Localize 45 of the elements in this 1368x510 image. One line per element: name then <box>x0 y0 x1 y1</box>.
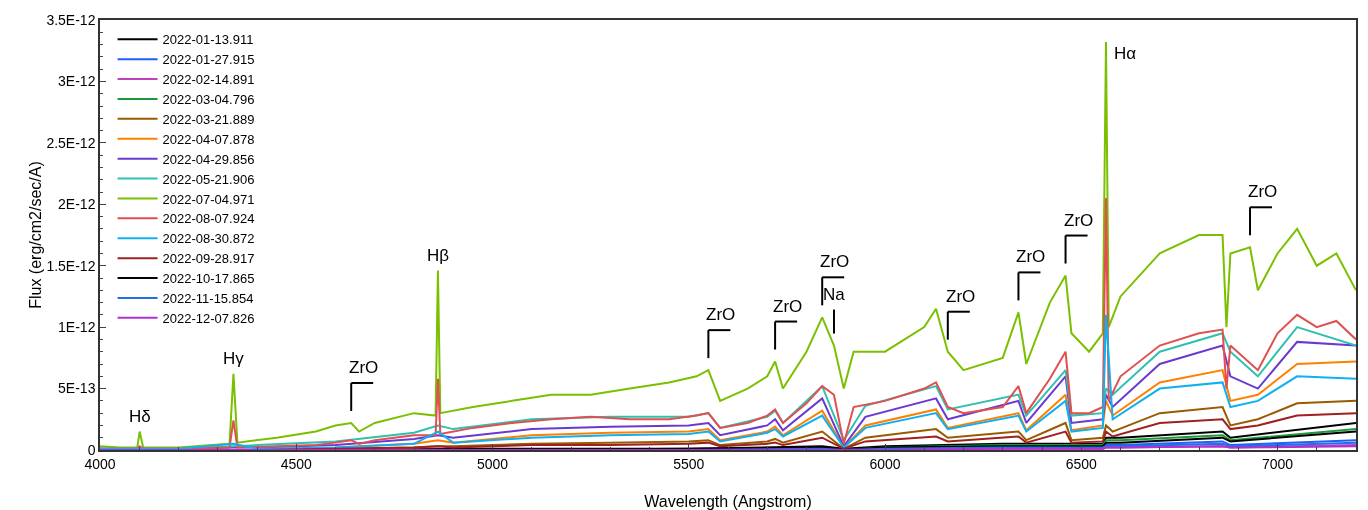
legend-label: 2022-03-21.889 <box>162 111 255 127</box>
x-tick-label: 4500 <box>280 455 313 472</box>
legend-label: 2022-01-13.911 <box>162 32 254 48</box>
legend-label: 2022-03-04.796 <box>162 92 255 108</box>
annotation: ZrO <box>706 305 736 324</box>
y-tick-label: 2E-12 <box>58 196 96 213</box>
legend-label: 2022-11-15.854 <box>162 291 254 307</box>
legend-label: 2022-01-27.915 <box>162 52 255 68</box>
annotation: ZrO <box>773 297 803 316</box>
y-axis-title: Flux (erg/cm2/sec/A) <box>27 161 45 309</box>
annotation: Hδ <box>129 407 151 426</box>
legend-label: 2022-05-21.906 <box>162 171 255 187</box>
y-tick-label: 5E-13 <box>58 380 96 397</box>
annotation: Hγ <box>223 349 245 368</box>
x-tick-label: 5000 <box>476 455 509 472</box>
legend-label: 2022-02-14.891 <box>162 72 255 88</box>
y-tick-label: 3.5E-12 <box>46 11 96 28</box>
y-tick-label: 3E-12 <box>58 73 96 90</box>
y-tick-label: 2.5E-12 <box>46 134 96 151</box>
legend-label: 2022-04-07.878 <box>162 131 255 147</box>
x-tick-label: 7000 <box>1261 455 1294 472</box>
annotation: ZrO <box>1248 182 1278 201</box>
annotation: Hα <box>1114 44 1137 63</box>
annotation: ZrO <box>946 287 976 306</box>
legend-label: 2022-08-07.924 <box>162 211 255 227</box>
legend-label: 2022-09-28.917 <box>162 251 255 267</box>
legend-label: 2022-08-30.872 <box>162 231 255 247</box>
annotation: ZrO <box>349 358 379 377</box>
legend-label: 2022-07-04.971 <box>162 191 255 207</box>
annotation: ZrO <box>1064 211 1094 230</box>
y-tick-label: 1.5E-12 <box>46 257 96 274</box>
x-tick-label: 4000 <box>84 455 116 472</box>
legend-label: 2022-04-29.856 <box>162 151 255 167</box>
annotation: Hβ <box>427 246 450 265</box>
x-tick-label: 6000 <box>869 455 901 472</box>
x-axis-title: Wavelength (Angstrom) <box>644 493 812 510</box>
legend-label: 2022-12-07.826 <box>162 310 255 326</box>
x-tick-label: 5500 <box>673 455 705 472</box>
x-tick-label: 6500 <box>1065 455 1098 472</box>
annotation: ZrO <box>820 252 850 271</box>
annotation: ZrO <box>1016 247 1046 266</box>
y-tick-label: 1E-12 <box>58 319 96 336</box>
y-tick-label: 0 <box>87 441 96 458</box>
annotation: Na <box>823 285 846 304</box>
legend-label: 2022-10-17.865 <box>162 271 255 287</box>
